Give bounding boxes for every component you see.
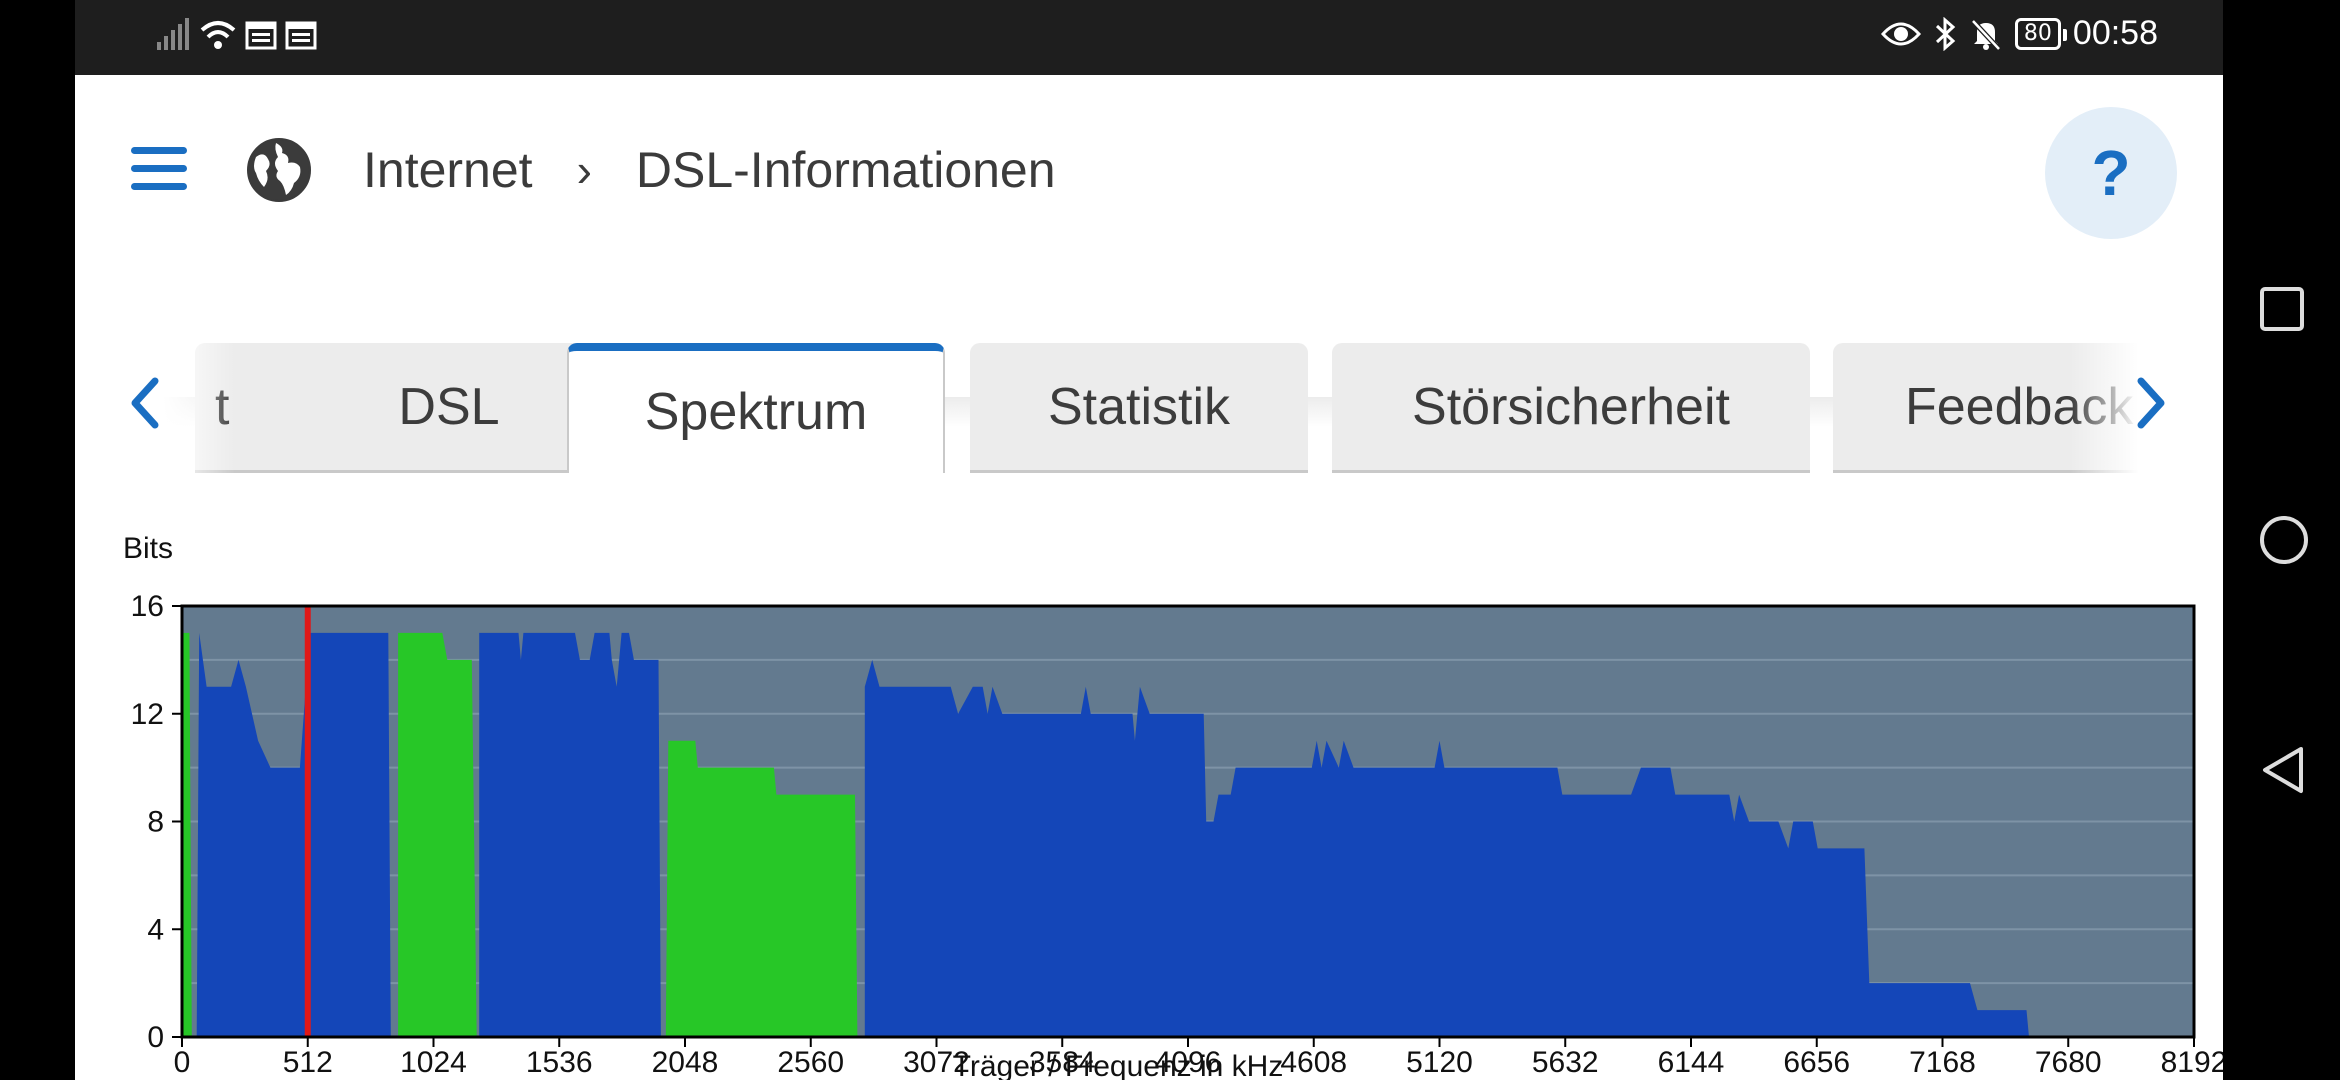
hamburger-menu-button[interactable] [131,147,187,193]
y-tick-label: 16 [131,590,164,623]
system-nav-bar [2223,0,2340,1080]
series-area-downstream [196,632,391,1037]
series-area-downstream [479,632,661,1037]
tab-stoersicherheit[interactable]: Störsicherheit [1332,343,1810,473]
status-left [155,18,317,52]
circle-icon[interactable] [2259,515,2309,565]
x-tick-label: 3584 [1029,1046,1096,1079]
tab-spektrum[interactable]: Spektrum [567,343,945,473]
x-tick-label: 1536 [526,1046,593,1079]
status-right: 80 00:58 [1880,14,2158,53]
tab-statistik[interactable]: Statistik [970,343,1308,473]
chevron-right-icon: › [576,144,592,196]
eye-icon [1880,22,1921,45]
page-title: DSL-Informationen [635,142,1056,198]
x-tick-label: 6656 [1783,1046,1850,1079]
status-bar: 80 00:58 [75,0,2223,75]
x-tick-label: 5632 [1532,1046,1599,1079]
breadcrumb-root[interactable]: Internet [363,142,533,198]
tabs-fade-left [75,343,235,473]
x-tick-label: 2560 [777,1046,844,1079]
x-tick-label: 512 [283,1046,333,1079]
clock: 00:58 [2072,14,2158,52]
globe-icon [247,138,311,202]
chevron-right-icon [2137,377,2165,429]
signal-icon [157,18,189,50]
y-tick-label: 12 [131,698,164,731]
y-axis-label: Bits [123,532,173,565]
x-tick-label: 7680 [2035,1046,2102,1079]
wifi-icon [200,21,236,49]
x-tick-label: 2048 [652,1046,719,1079]
tab-label: Störsicherheit [1412,377,1730,436]
x-tick-label: 4608 [1280,1046,1347,1079]
x-axis-label: Träger / Frequenz in kHz [953,1050,1284,1080]
back-triangle-icon[interactable] [2259,745,2307,795]
tab-label: DSL [398,377,500,436]
bluetooth-icon [1935,16,1956,51]
x-tick-label: 4096 [1155,1046,1222,1079]
x-tick-label: 5120 [1406,1046,1473,1079]
tabs-scroll-right-button[interactable] [2133,375,2169,446]
x-tick-label: 7168 [1909,1046,1976,1079]
y-tick-label: 0 [147,1021,164,1054]
battery-indicator: 80 [2014,17,2067,50]
x-tick-label: 6144 [1658,1046,1725,1079]
y-tick-label: 4 [147,913,164,946]
tabs-scroll-left-button[interactable] [127,375,163,446]
app-header: Internet › DSL-Informationen ? [75,75,2223,265]
tab-label: Statistik [1047,377,1231,436]
mute-bell-icon [1971,18,2001,51]
x-tick-label: 1024 [400,1046,467,1079]
tab-dsl[interactable]: DSL [280,343,618,473]
tab-label: Spektrum [644,383,868,441]
series-area-downstream [864,659,2029,1037]
spectrum-chart: Bits Träger / Frequenz in kHz 048121600.… [123,532,2223,1080]
series-area-upstream [183,632,192,1037]
breadcrumb: Internet › DSL-Informationen [363,141,1056,199]
x-tick-label: 0 [174,1046,191,1079]
sim-icon [285,21,317,50]
help-button[interactable]: ? [2045,107,2177,239]
y-tick-label: 8 [147,806,164,839]
x-tick-label: 8192 [2161,1046,2223,1079]
series-area-upstream [398,632,477,1037]
x-tick-label: 3072 [903,1046,970,1079]
square-icon[interactable] [2259,286,2305,332]
series-area-upstream [665,740,858,1037]
sim-icon [245,21,277,50]
chevron-left-icon [131,377,159,429]
app-window: Internet › DSL-Informationen ? t DSL Spe… [75,75,2223,1080]
tabs-fade-right [2070,343,2223,473]
